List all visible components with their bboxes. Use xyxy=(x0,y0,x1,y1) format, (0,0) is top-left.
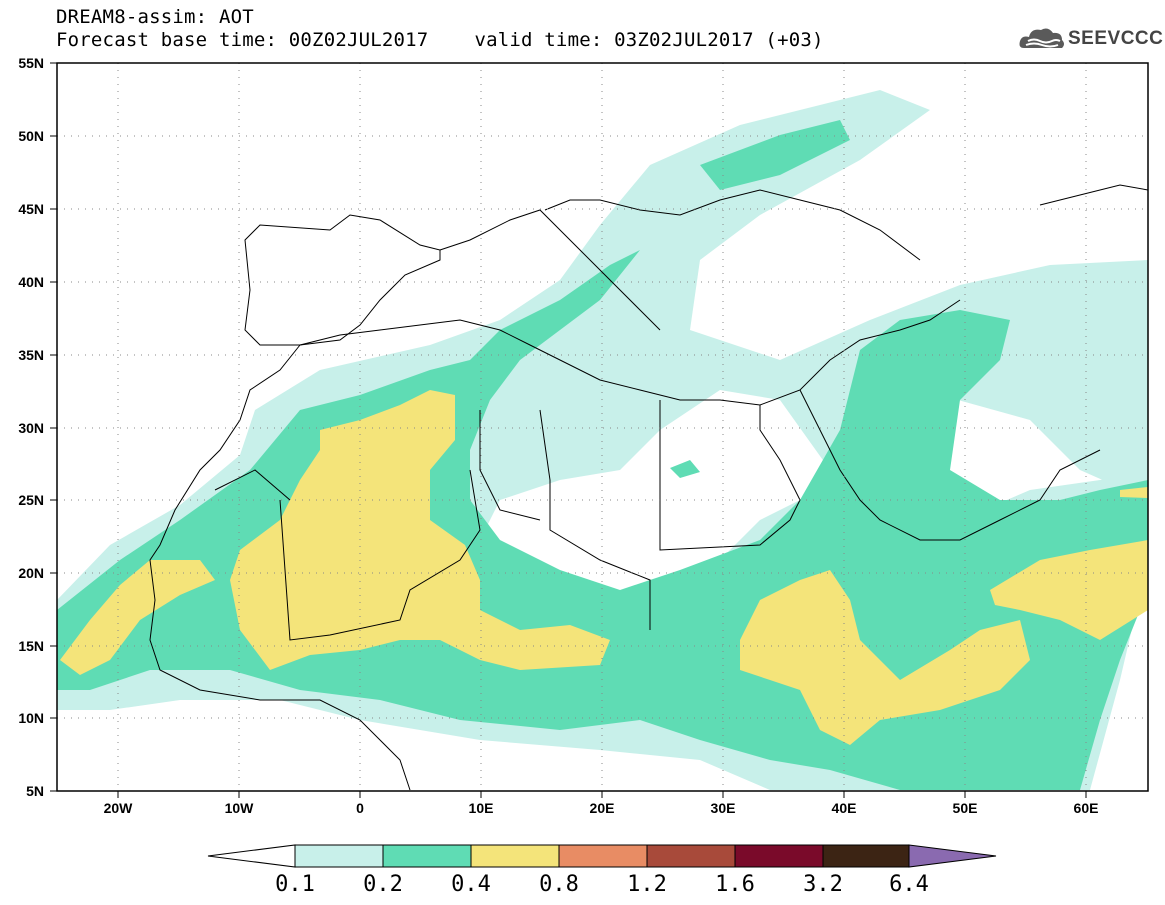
colorbar-label: 1.2 xyxy=(627,872,667,897)
colorbar-swatch xyxy=(470,844,560,868)
colorbar-label: 0.8 xyxy=(539,872,579,897)
colorbar-swatch xyxy=(734,844,824,868)
aot-contour-0.4 xyxy=(60,390,1148,745)
colorbar-swatch xyxy=(822,844,910,868)
valid-time: valid time: 03Z02JUL2017 (+03) xyxy=(474,29,824,51)
colorbar-above-arrow xyxy=(908,844,997,868)
colorbar-below-arrow xyxy=(207,844,296,868)
colorbar-swatch xyxy=(646,844,736,868)
graticule xyxy=(57,63,1148,791)
time-info: Forecast base time: 00Z02JUL2017 valid ti… xyxy=(56,29,824,51)
colorbar-label: 3.2 xyxy=(803,872,843,897)
lon-label: 10W xyxy=(225,800,255,816)
seevccc-logo: SEEVCCC xyxy=(1018,22,1163,56)
colorbar-swatch xyxy=(558,844,648,868)
lat-label: 45N xyxy=(18,201,44,217)
lat-label: 20N xyxy=(18,565,44,581)
colorbar-label: 0.2 xyxy=(363,872,403,897)
lon-label: 10E xyxy=(469,800,494,816)
lon-axis: 20W 10W 0 10E 20E 30E 40E 50E 60E xyxy=(104,800,1099,816)
lon-label: 60E xyxy=(1074,800,1099,816)
lat-label: 55N xyxy=(18,55,44,71)
colorbar-label: 0.4 xyxy=(451,872,491,897)
lat-ticks xyxy=(50,62,57,792)
lon-label: 0 xyxy=(356,800,364,816)
lat-label: 15N xyxy=(18,638,44,654)
lon-ticks xyxy=(117,791,1087,798)
forecast-base-time: Forecast base time: 00Z02JUL2017 xyxy=(56,29,429,51)
lon-label: 50E xyxy=(953,800,978,816)
lat-label: 25N xyxy=(18,492,44,508)
lon-label: 20W xyxy=(104,800,134,816)
aot-contour-0.2 xyxy=(57,120,1148,790)
lat-label: 5N xyxy=(26,783,44,799)
logo-text: SEEVCCC xyxy=(1068,28,1164,49)
coastlines xyxy=(149,184,1148,791)
colorbar-label: 0.1 xyxy=(275,872,315,897)
lat-label: 40N xyxy=(18,274,44,290)
lon-label: 40E xyxy=(832,800,857,816)
lat-axis: 55N 50N 45N 40N 35N 30N 25N 20N 15N 10N … xyxy=(18,55,44,799)
colorbar-swatch xyxy=(382,844,472,868)
map-title: DREAM8-assim: AOT xyxy=(56,6,254,28)
lat-label: 35N xyxy=(18,347,44,363)
lon-label: 20E xyxy=(590,800,615,816)
lat-label: 10N xyxy=(18,710,44,726)
lat-label: 50N xyxy=(18,128,44,144)
lat-label: 30N xyxy=(18,420,44,436)
cloud-icon xyxy=(1019,28,1064,48)
colorbar-label: 1.6 xyxy=(715,872,755,897)
lon-label: 30E xyxy=(711,800,736,816)
colorbar xyxy=(207,844,997,868)
colorbar-label: 6.4 xyxy=(889,872,929,897)
colorbar-swatch xyxy=(294,844,384,868)
